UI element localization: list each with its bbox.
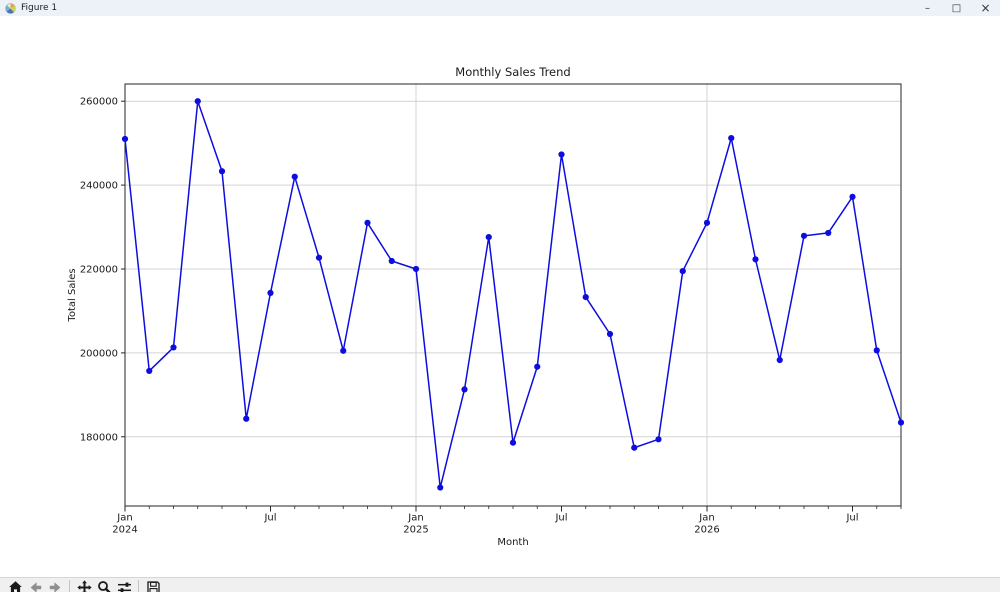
close-button[interactable]: ×: [980, 1, 991, 15]
data-point: [509, 439, 517, 446]
window-title: Figure 1: [21, 3, 58, 13]
data-point: [388, 257, 395, 265]
zoom-button[interactable]: [94, 578, 114, 592]
data-point: [728, 135, 735, 142]
data-point: [558, 151, 565, 158]
x-tick-label: Jul: [554, 513, 567, 524]
data-point: [800, 232, 808, 239]
data-point: [631, 444, 638, 451]
window-titlebar[interactable]: Figure 1 – □ ×: [0, 0, 1000, 16]
sales-line: [124, 100, 902, 489]
y-tick-label: 220000: [80, 264, 118, 275]
data-point: [679, 267, 686, 275]
data-point: [243, 415, 250, 422]
pan-button[interactable]: [74, 578, 94, 592]
data-point: [267, 289, 274, 297]
sales-trend-chart: 180000200000220000240000260000Jan2024Jul…: [67, 65, 905, 548]
x-tick-year-label: 2024: [112, 525, 137, 536]
x-tick-label: Jul: [845, 513, 858, 524]
sliders-icon: [117, 582, 131, 592]
data-point: [146, 367, 153, 375]
navigation-toolbar: [0, 577, 1000, 592]
maximize-button[interactable]: □: [951, 2, 962, 14]
forward-arrow-icon: [49, 581, 60, 592]
x-tick-label: Jan: [116, 513, 132, 524]
x-tick-label: Jan: [407, 513, 423, 524]
x-tick-year-label: 2026: [694, 525, 719, 536]
home-icon: [8, 580, 22, 592]
y-tick-label: 180000: [80, 432, 118, 443]
axis-layer: 180000200000220000240000260000Jan2024Jul…: [80, 83, 902, 536]
magnifier-icon: [97, 580, 111, 592]
data-point: [170, 344, 177, 351]
data-point: [340, 347, 347, 354]
grid-layer: [125, 84, 901, 506]
data-point: [752, 256, 759, 263]
data-point: [412, 265, 420, 273]
x-tick-label: Jan: [698, 513, 714, 524]
chart-title: Monthly Sales Trend: [455, 65, 570, 79]
y-axis-label: Total Sales: [67, 268, 78, 322]
window-controls: – □ ×: [913, 0, 1000, 16]
figure-canvas: 180000 200000 220000 240000 260000 Jan 2024 Jul…: [0, 16, 1000, 577]
data-point: [291, 173, 298, 180]
data-point: [437, 484, 444, 491]
y-tick-label: 240000: [80, 181, 118, 192]
data-point: [582, 293, 589, 301]
data-point: [655, 436, 662, 443]
save-button[interactable]: [143, 578, 163, 592]
data-point: [364, 219, 371, 226]
plot-border: [124, 83, 902, 507]
data-point: [849, 193, 856, 200]
x-tick-year-label: 2025: [403, 525, 428, 536]
back-button[interactable]: [25, 578, 45, 592]
data-point: [606, 330, 614, 338]
forward-button[interactable]: [45, 578, 65, 592]
series-layer: [121, 98, 905, 491]
back-arrow-icon: [30, 581, 41, 592]
y-tick-label: 200000: [80, 348, 118, 359]
data-point: [315, 254, 323, 261]
data-point: [776, 356, 783, 364]
toolbar-separator: [138, 579, 139, 592]
data-point: [825, 229, 832, 237]
configure-subplots-button[interactable]: [114, 578, 134, 592]
data-point: [121, 135, 129, 143]
save-floppy-icon: [146, 580, 160, 592]
x-tick-label: Jul: [263, 513, 276, 524]
data-point: [194, 98, 201, 105]
x-axis-label: Month: [497, 537, 528, 548]
minimize-button[interactable]: –: [925, 2, 930, 14]
toolbar-separator: [69, 579, 70, 592]
pan-icon: [76, 579, 92, 592]
data-point: [485, 234, 492, 241]
data-point: [218, 168, 226, 175]
home-button[interactable]: [5, 578, 25, 592]
data-point: [461, 386, 468, 393]
data-point: [873, 347, 880, 354]
data-point: [703, 219, 711, 226]
y-tick-label: 260000: [80, 97, 118, 108]
matplotlib-logo-icon: [5, 2, 16, 14]
data-point: [534, 363, 541, 370]
data-point: [897, 419, 905, 426]
